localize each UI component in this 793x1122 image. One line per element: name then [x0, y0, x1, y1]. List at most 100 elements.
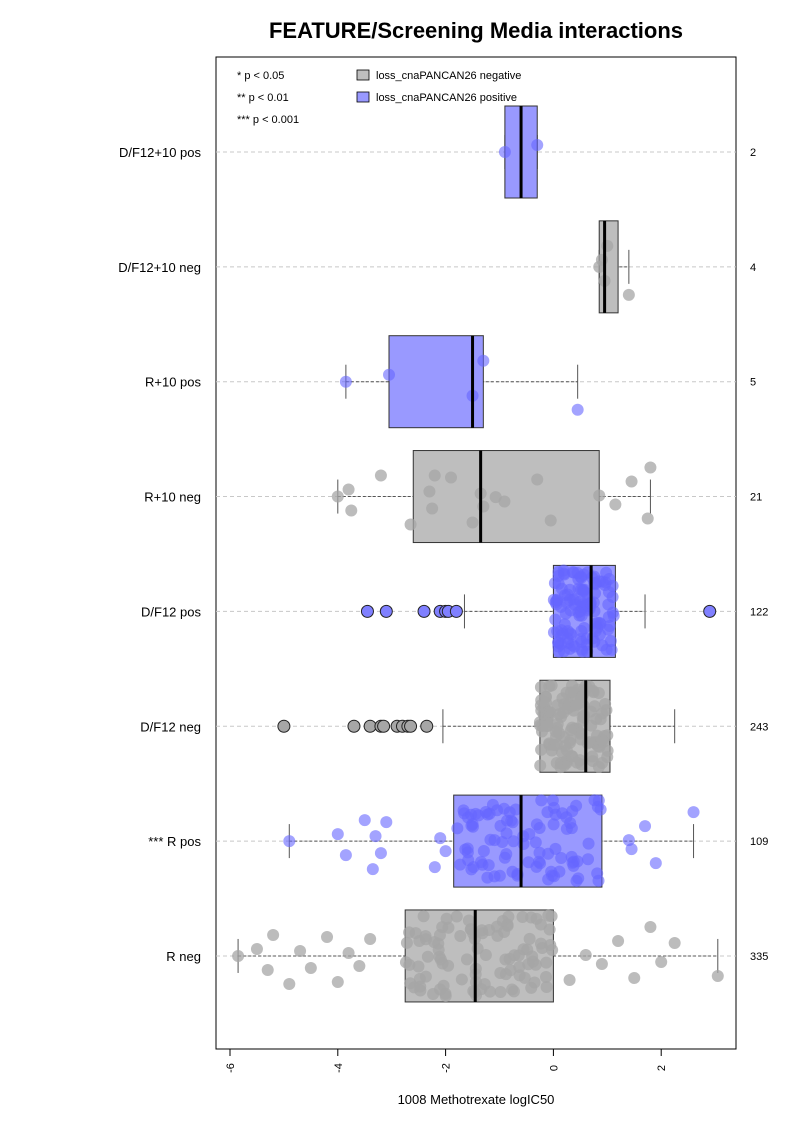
data-point	[548, 870, 561, 883]
group-count: 243	[750, 721, 768, 733]
data-point	[600, 566, 613, 579]
group-count: 21	[750, 492, 762, 504]
data-point	[639, 820, 652, 833]
box	[388, 335, 484, 429]
data-point	[507, 835, 520, 848]
outlier-point	[449, 604, 463, 618]
data-point	[366, 863, 379, 876]
data-point	[472, 809, 485, 822]
data-point	[380, 816, 393, 829]
sig-legend-1: * p < 0.05	[237, 70, 284, 82]
data-point	[532, 855, 545, 868]
data-point	[482, 859, 495, 872]
group-counts: 2 4 5 21 122 243 109 335	[750, 147, 768, 963]
data-point	[491, 804, 504, 817]
data-point	[500, 827, 513, 840]
x-axis-label: 1008 Methotrexate logIC50	[398, 1092, 555, 1107]
data-point	[586, 750, 599, 763]
data-point	[546, 943, 559, 956]
data-point	[498, 925, 511, 938]
data-point	[550, 738, 563, 751]
data-point	[423, 485, 436, 498]
data-point	[555, 851, 568, 864]
data-point	[602, 623, 615, 636]
data-point	[518, 971, 531, 984]
group-count: 5	[750, 377, 756, 389]
data-point	[563, 973, 576, 986]
data-point	[369, 830, 382, 843]
group-label: R+10 neg	[144, 490, 201, 505]
data-point	[535, 694, 548, 707]
data-point	[331, 975, 344, 988]
data-point	[414, 984, 427, 997]
data-point	[533, 821, 546, 834]
data-point	[534, 759, 547, 772]
data-point	[612, 934, 625, 947]
data-point	[577, 699, 590, 712]
data-point	[353, 959, 366, 972]
data-point	[535, 743, 548, 756]
legend-swatch-positive	[356, 91, 370, 103]
data-point	[460, 953, 473, 966]
data-point	[641, 512, 654, 525]
x-tick-label: -4	[333, 1063, 345, 1073]
data-point	[552, 577, 565, 590]
data-point	[644, 461, 657, 474]
data-point	[477, 354, 490, 367]
outlier-point	[379, 604, 393, 618]
sig-legend-3: *** p < 0.001	[237, 114, 299, 126]
group-label: R+10 pos	[145, 375, 202, 390]
data-point	[625, 843, 638, 856]
data-point	[555, 624, 568, 637]
data-point	[534, 937, 547, 950]
data-point	[602, 611, 615, 624]
data-point	[345, 504, 358, 517]
data-point	[467, 985, 480, 998]
data-point	[711, 969, 724, 982]
data-point	[455, 973, 468, 986]
data-point	[544, 514, 557, 527]
data-point	[294, 944, 307, 957]
data-point	[502, 910, 515, 923]
data-point	[595, 957, 608, 970]
x-tick-label: -6	[225, 1063, 237, 1073]
data-point	[593, 489, 606, 502]
data-point	[549, 596, 562, 609]
group-count: 109	[750, 836, 768, 848]
significance-legend: * p < 0.05 ** p < 0.01 *** p < 0.001	[237, 70, 299, 126]
data-point	[549, 613, 562, 626]
data-point	[499, 968, 512, 981]
data-point	[622, 834, 635, 847]
data-point	[579, 948, 592, 961]
data-point	[592, 760, 605, 773]
data-point	[462, 854, 475, 867]
data-point	[498, 146, 511, 158]
group-label: D/F12 pos	[141, 604, 201, 619]
data-point	[591, 616, 604, 629]
data-point	[428, 861, 441, 874]
group-label: D/F12 neg	[140, 719, 201, 734]
medians	[471, 106, 607, 1002]
data-point	[540, 956, 553, 969]
data-point	[426, 502, 439, 515]
data-point	[582, 837, 595, 850]
data-point	[450, 910, 463, 923]
data-point	[454, 929, 467, 942]
data-point	[578, 622, 591, 635]
data-point	[535, 794, 548, 807]
x-tick-label: -2	[441, 1063, 453, 1073]
data-point	[521, 943, 534, 956]
data-point	[462, 914, 475, 927]
data-point	[494, 985, 507, 998]
data-point	[571, 567, 584, 580]
x-tick-label: 0	[548, 1065, 560, 1071]
outlier-point	[420, 719, 434, 733]
data-point	[304, 961, 317, 974]
data-point	[477, 500, 490, 513]
data-point	[478, 978, 491, 991]
data-point	[261, 963, 274, 976]
data-point	[421, 950, 434, 963]
group-label: *** R pos	[148, 834, 201, 849]
sig-legend-2: ** p < 0.01	[237, 92, 289, 104]
